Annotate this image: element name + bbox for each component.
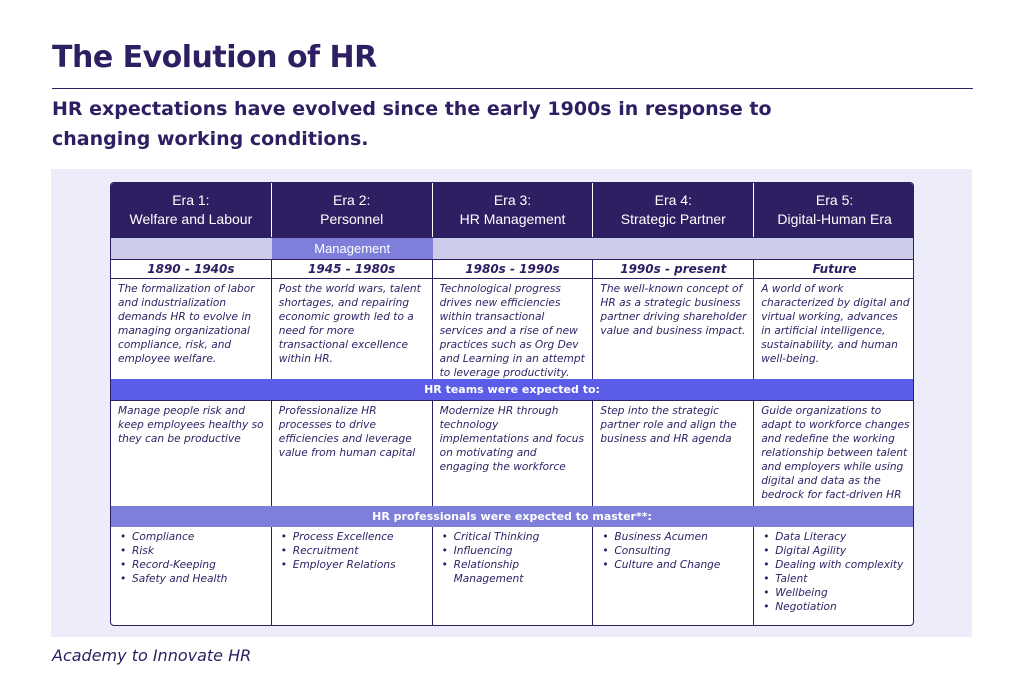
skill-item: Process Excellence	[281, 530, 427, 544]
description-row: The formalization of labor and industria…	[111, 279, 913, 379]
era-5-description: A world of work characterized by digital…	[761, 283, 910, 365]
era-5-label: Era 5:	[815, 192, 854, 208]
skill-item: Recruitment	[281, 544, 427, 558]
skills-list: Business Acumen Consulting Culture and C…	[600, 530, 748, 572]
page-title: The Evolution of HR	[52, 40, 377, 75]
skill-item: Compliance	[120, 530, 266, 544]
skill-item: Talent	[763, 572, 910, 586]
era-1-expectation: Manage people risk and keep employees he…	[111, 401, 272, 506]
era-1-period: 1890 - 1940s	[111, 260, 272, 278]
era-3-expectation: Modernize HR through technology implemen…	[433, 401, 594, 506]
skill-item: Business Acumen	[602, 530, 748, 544]
era-1-header: Era 1: Welfare and Labour	[111, 183, 272, 237]
era-3-description: Technological progress drives new effici…	[433, 279, 594, 379]
era-5-name: Digital-Human Era	[777, 211, 892, 227]
era-3-skills: Critical Thinking Influencing Relationsh…	[433, 527, 594, 625]
skill-item: Record-Keeping	[120, 558, 266, 572]
skill-item: Wellbeing	[763, 586, 910, 600]
era-1-description: The formalization of labor and industria…	[111, 279, 272, 379]
era-3-period: 1980s - 1990s	[433, 260, 594, 278]
master-band: HR professionals were expected to master…	[111, 506, 913, 527]
header-continuation-row: Management	[111, 237, 913, 259]
skill-item: Negotiation	[763, 600, 910, 614]
page-subtitle: HR expectations have evolved since the e…	[52, 98, 772, 150]
skill-item: Relationship Management	[442, 558, 588, 586]
era-2-name: Personnel	[320, 211, 384, 227]
skills-list: Compliance Risk Record-Keeping Safety an…	[118, 530, 266, 586]
era-1-skills: Compliance Risk Record-Keeping Safety an…	[111, 527, 272, 625]
era-3-label: Era 3:	[493, 192, 532, 208]
skill-item: Risk	[120, 544, 266, 558]
hr-eras-table: Era 1: Welfare and Labour Era 2: Personn…	[110, 182, 914, 626]
era-2-description: Post the world wars, talent shortages, a…	[272, 279, 433, 379]
era-4-period: 1990s - present	[593, 260, 755, 278]
skills-list: Data Literacy Digital Agility Dealing wi…	[761, 530, 910, 614]
era-1-label: Era 1:	[172, 192, 210, 208]
skill-item: Dealing with complexity	[763, 558, 910, 572]
period-row: 1890 - 1940s 1945 - 1980s 1980s - 1990s …	[111, 259, 913, 279]
era-2-label: Era 2:	[333, 192, 371, 208]
era-4-description: The well-known concept of HR as a strate…	[593, 279, 755, 379]
footer-attribution: Academy to Innovate HR	[52, 646, 252, 665]
era-2-header: Era 2: Personnel	[272, 183, 433, 237]
skill-item: Consulting	[602, 544, 748, 558]
skill-item: Influencing	[442, 544, 588, 558]
skills-list: Critical Thinking Influencing Relationsh…	[440, 530, 588, 586]
expectation-row: Manage people risk and keep employees he…	[111, 400, 913, 506]
skills-row: Compliance Risk Record-Keeping Safety an…	[111, 527, 913, 625]
era-5-period: Future	[812, 262, 857, 276]
era-4-expectation: Step into the strategic partner role and…	[593, 401, 755, 506]
era-4-header: Era 4: Strategic Partner	[593, 183, 755, 237]
era-2-expectation: Professionalize HR processes to drive ef…	[272, 401, 433, 506]
skills-list: Process Excellence Recruitment Employer …	[279, 530, 427, 572]
era-3-header: Era 3: HR Management	[433, 183, 594, 237]
skill-item: Data Literacy	[763, 530, 910, 544]
era-2-skills: Process Excellence Recruitment Employer …	[272, 527, 433, 625]
expected-band: HR teams were expected to:	[111, 379, 913, 400]
era-5-expectation: Guide organizations to adapt to workforc…	[761, 405, 910, 501]
era-header-row: Era 1: Welfare and Labour Era 2: Personn…	[111, 183, 913, 237]
skill-item: Digital Agility	[763, 544, 910, 558]
era-4-name: Strategic Partner	[620, 211, 726, 227]
era-4-label: Era 4:	[654, 192, 692, 208]
skill-item: Critical Thinking	[442, 530, 588, 544]
title-divider	[52, 88, 973, 89]
skill-item: Safety and Health	[120, 572, 266, 586]
era-2-name-continued: Management	[271, 238, 433, 259]
era-1-name: Welfare and Labour	[129, 211, 253, 227]
era-5-skills: Data Literacy Digital Agility Dealing wi…	[754, 527, 913, 625]
skill-item: Employer Relations	[281, 558, 427, 572]
era-2-period: 1945 - 1980s	[272, 260, 433, 278]
skill-item: Culture and Change	[602, 558, 748, 572]
era-4-skills: Business Acumen Consulting Culture and C…	[593, 527, 755, 625]
era-3-name: HR Management	[459, 211, 566, 227]
era-5-header: Era 5: Digital-Human Era	[754, 183, 913, 237]
